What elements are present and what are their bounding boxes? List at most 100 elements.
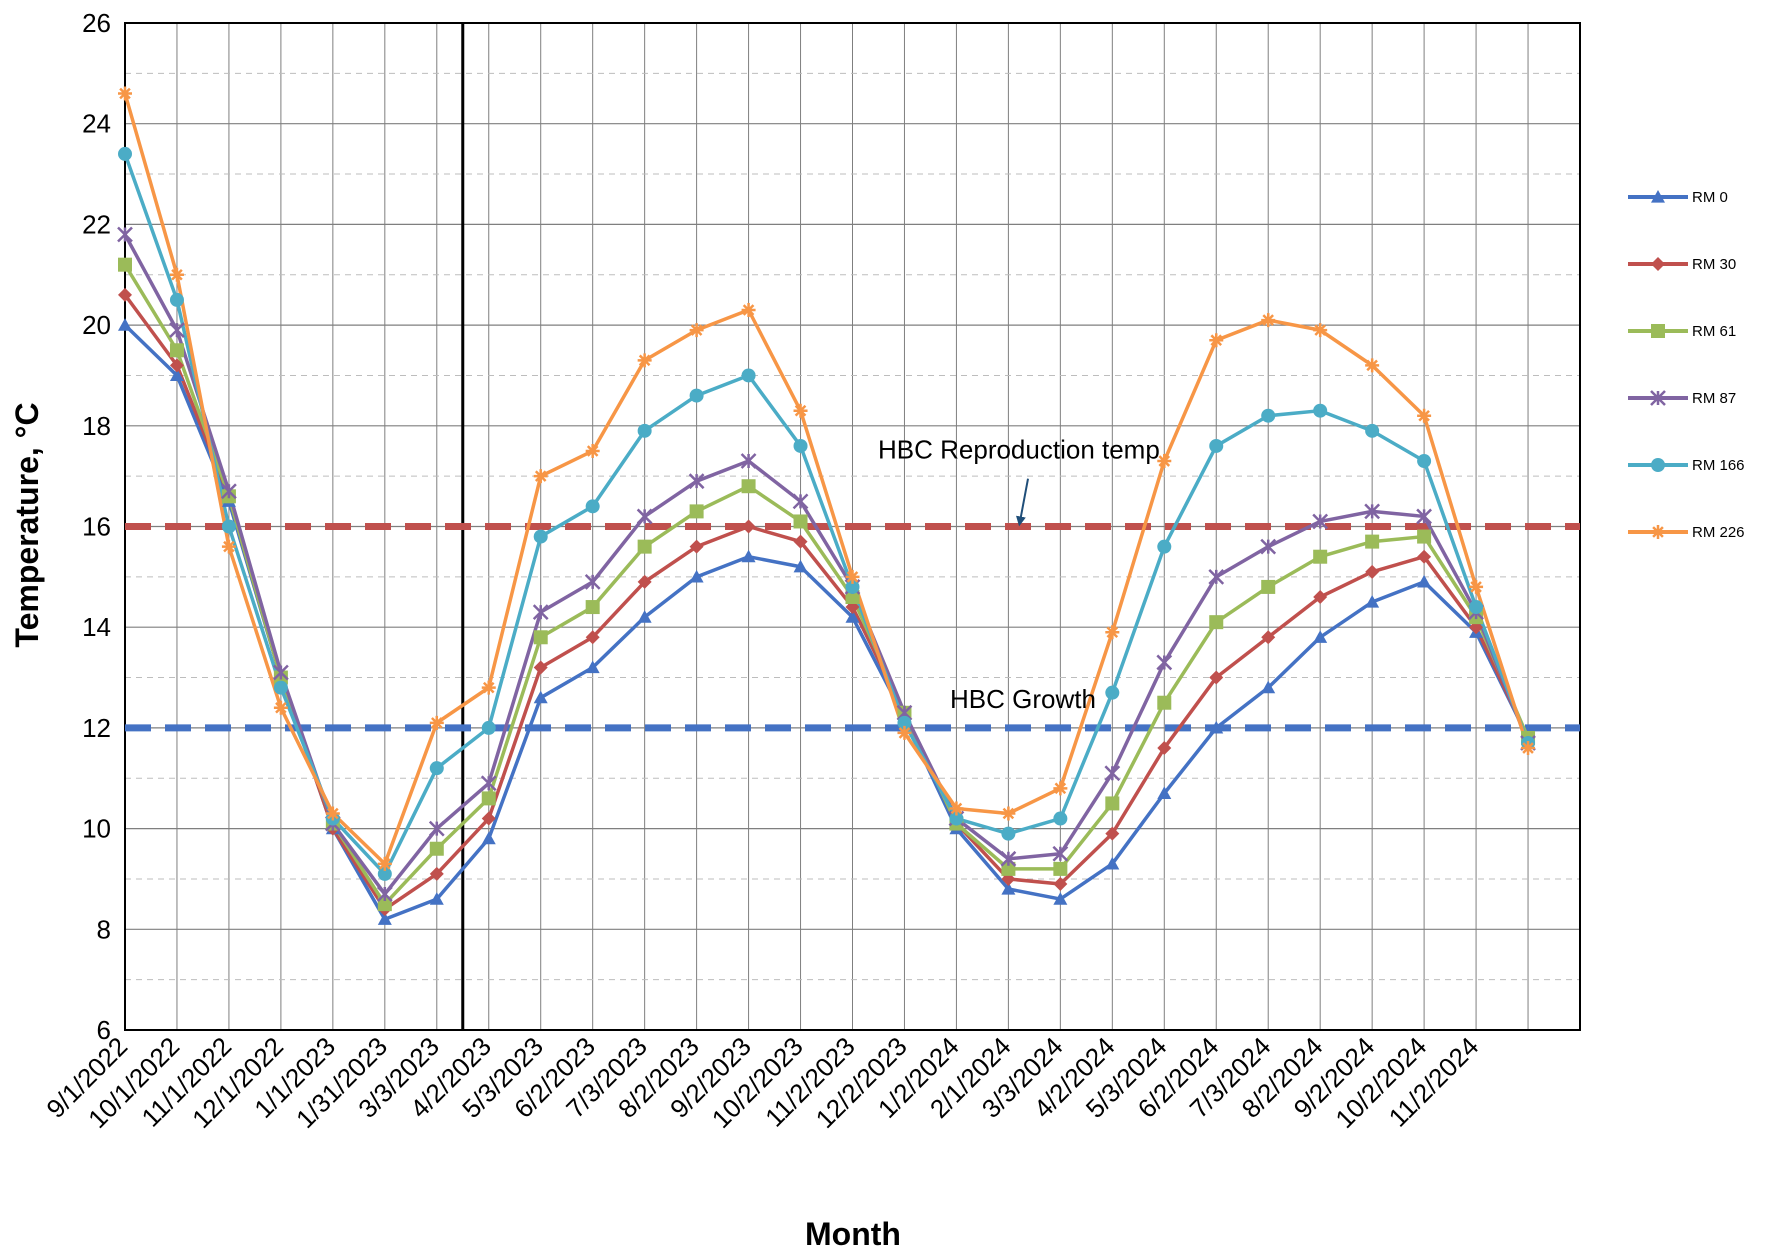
y-tick-label: 26	[82, 8, 111, 38]
reference-lines	[125, 523, 1580, 732]
y-tick-label: 24	[82, 109, 111, 139]
data-point-rm-226	[221, 539, 236, 554]
data-point-rm-61	[1157, 695, 1172, 710]
data-point-rm-0	[1001, 882, 1016, 895]
data-point-rm-87	[688, 473, 705, 490]
legend-item: RM 0	[1628, 189, 1728, 206]
data-point-rm-30	[741, 519, 756, 534]
data-point-rm-87	[792, 493, 809, 510]
data-point-rm-30	[533, 660, 548, 675]
x-axis-title: Month	[805, 1216, 901, 1252]
data-point-rm-61	[118, 257, 132, 272]
data-point-rm-166	[845, 579, 860, 594]
data-point-rm-166	[1261, 408, 1276, 423]
data-point-rm-87	[273, 664, 289, 681]
legend-marker	[1651, 257, 1665, 271]
data-point-rm-226	[1209, 333, 1224, 348]
data-point-rm-87	[376, 886, 393, 902]
y-axis-ticks: 6 8 10 12 14 16 18 20 22 24 26	[82, 8, 111, 1045]
legend-item: RM 166	[1628, 457, 1745, 474]
data-point-rm-61	[377, 897, 392, 912]
data-point-rm-0	[429, 892, 444, 905]
data-point-rm-166	[221, 519, 236, 534]
data-point-rm-61	[1365, 534, 1380, 549]
data-point-rm-226	[949, 801, 964, 816]
data-point-rm-226	[897, 725, 912, 740]
data-point-rm-166	[273, 680, 288, 695]
data-point-rm-87	[740, 453, 757, 469]
data-point-rm-166	[1105, 685, 1120, 700]
data-point-rm-226	[169, 267, 184, 282]
series-line-rm-61	[123, 263, 1530, 906]
y-tick-label: 16	[82, 512, 111, 542]
data-point-rm-166	[481, 720, 496, 735]
y-tick-label: 20	[82, 310, 111, 340]
data-point-rm-61	[1105, 796, 1120, 811]
data-point-rm-61	[689, 504, 704, 519]
data-point-rm-30	[793, 534, 808, 549]
y-tick-label: 10	[82, 814, 111, 844]
data-point-rm-61	[1001, 861, 1016, 876]
y-tick-label: 22	[82, 209, 111, 239]
data-point-rm-166	[1469, 600, 1484, 615]
y-tick-label: 12	[82, 713, 111, 743]
data-point-rm-87	[1052, 845, 1069, 862]
legend-label: RM 30	[1692, 256, 1736, 273]
legend-item: RM 226	[1628, 524, 1745, 541]
data-point-rm-61	[585, 600, 600, 615]
data-point-rm-30	[118, 287, 132, 302]
data-point-rm-61	[1261, 579, 1276, 594]
data-point-rm-226	[689, 323, 704, 338]
legend-marker	[1651, 324, 1665, 338]
series-lines	[123, 93, 1530, 921]
data-point-rm-226	[1365, 358, 1380, 373]
data-point-rm-226	[637, 353, 652, 368]
data-point-rm-87	[1104, 765, 1121, 782]
data-point-rm-226	[793, 403, 808, 418]
data-point-rm-87	[1000, 850, 1017, 867]
data-point-rm-226	[533, 469, 548, 484]
data-point-rm-87	[1156, 654, 1173, 671]
data-point-rm-0	[741, 549, 756, 563]
data-point-rm-0	[845, 610, 860, 623]
data-point-rm-87	[636, 508, 653, 525]
series-markers	[117, 86, 1536, 925]
legend-item: RM 87	[1628, 390, 1736, 407]
data-point-rm-166	[741, 368, 756, 383]
data-point-rm-30	[1313, 589, 1328, 604]
legend-marker	[1651, 190, 1665, 203]
data-point-rm-166	[793, 438, 808, 453]
data-point-rm-61	[793, 514, 808, 529]
data-point-rm-166	[118, 146, 132, 161]
data-point-rm-87	[1312, 513, 1329, 530]
data-point-rm-0	[1261, 680, 1276, 694]
data-point-rm-30	[637, 574, 652, 589]
data-point-rm-226	[1105, 625, 1120, 640]
data-point-rm-166	[637, 423, 652, 438]
data-point-rm-226	[1261, 313, 1276, 328]
data-point-rm-226	[118, 86, 132, 101]
legend-label: RM 61	[1692, 323, 1736, 340]
data-point-rm-87	[117, 226, 133, 243]
data-point-rm-87	[1416, 508, 1432, 525]
data-point-rm-226	[1053, 781, 1068, 796]
data-point-rm-166	[1365, 423, 1380, 438]
data-point-rm-30	[481, 811, 496, 826]
data-point-rm-0	[481, 831, 496, 845]
data-point-rm-61	[169, 343, 184, 358]
legend-label: RM 87	[1692, 390, 1736, 407]
data-point-rm-87	[1208, 568, 1225, 585]
data-point-rm-226	[1157, 454, 1172, 469]
data-point-rm-30	[1053, 876, 1068, 891]
data-point-rm-30	[1209, 670, 1224, 685]
x-axis-ticks: 9/1/202210/1/202211/1/202212/1/20221/1/2…	[40, 1031, 1484, 1134]
data-point-rm-87	[1364, 503, 1381, 520]
data-point-rm-61	[533, 630, 548, 645]
annotation-growth: HBC Growth	[950, 684, 1096, 714]
legend-label: RM 226	[1692, 524, 1745, 541]
data-point-rm-61	[845, 589, 860, 604]
data-point-rm-226	[1469, 579, 1484, 594]
data-point-rm-0	[533, 690, 548, 704]
data-point-rm-166	[897, 715, 912, 730]
